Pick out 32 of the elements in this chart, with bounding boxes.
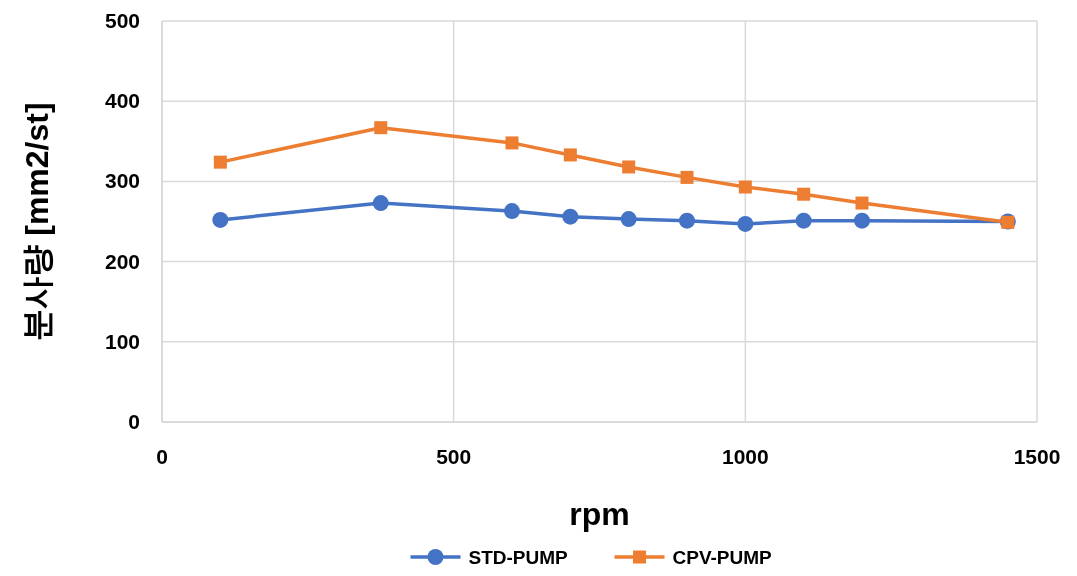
point [737, 215, 754, 232]
point [212, 211, 229, 228]
y-tick-label: 400 [104, 89, 140, 113]
point [738, 180, 752, 194]
point [855, 196, 869, 210]
point [562, 208, 579, 225]
point [213, 155, 227, 169]
x-tick-label: 0 [156, 445, 168, 468]
y-axis-title: 분사량 [mm2/st] [19, 102, 55, 341]
legend-label: CPV-PUMP [672, 547, 773, 568]
x-axis-title: rpm [569, 496, 630, 532]
y-tick-label: 500 [104, 9, 140, 32]
y-tick-label: 300 [104, 169, 140, 193]
point [680, 170, 694, 184]
x-tick-label: 500 [436, 445, 472, 468]
point [505, 136, 519, 150]
x-tick-label: 1000 [721, 445, 769, 468]
point [620, 211, 637, 228]
y-tick-label: 100 [104, 329, 140, 353]
point [504, 203, 520, 220]
y-tick-label: 0 [128, 410, 140, 433]
point [797, 187, 811, 201]
point [854, 212, 870, 229]
point [372, 195, 389, 212]
point [795, 212, 812, 229]
point [374, 121, 388, 135]
y-tick-label: 200 [104, 249, 140, 273]
legend-label: STD-PUMP [468, 547, 569, 568]
point [622, 160, 636, 174]
point [679, 212, 695, 229]
point [563, 148, 577, 162]
x-tick-label: 1500 [1013, 445, 1061, 468]
